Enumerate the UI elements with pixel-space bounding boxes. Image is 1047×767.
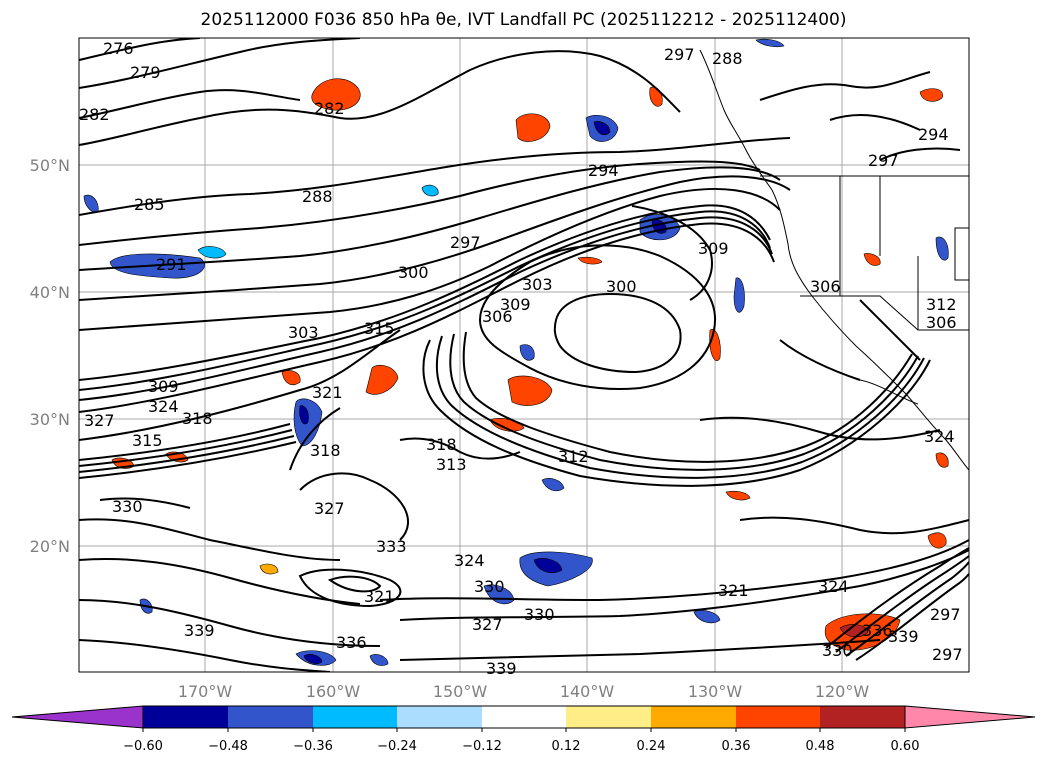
- lat-tick-label: 20°N: [30, 537, 70, 556]
- contour-label: 336: [336, 633, 367, 652]
- lon-tick-label: 140°W: [560, 682, 615, 701]
- theta-e-contours: [79, 38, 969, 672]
- colorbar-frame: [142, 705, 906, 729]
- contour-label: 321: [718, 581, 749, 600]
- contour-label: 318: [182, 409, 213, 428]
- contour-label: 297: [932, 645, 963, 664]
- colorbar-tick-label: −0.24: [377, 739, 417, 754]
- contour-label: 312: [558, 447, 589, 466]
- contour-label: 288: [712, 49, 743, 68]
- contour-label: 306: [926, 313, 957, 332]
- contour-label: 300: [398, 263, 429, 282]
- colorbar-tick-label: 0.24: [637, 739, 666, 754]
- gridlines: [79, 38, 969, 672]
- contour-label: 327: [84, 411, 115, 430]
- contour-label: 297: [664, 45, 695, 64]
- contour-label: 303: [288, 323, 319, 342]
- colorbar-swatch: [736, 706, 820, 728]
- colorbar-tick-label: 0.36: [722, 739, 751, 754]
- colorbar-extend-min: [11, 705, 144, 729]
- colorbar: −0.60 −0.48 −0.36 −0.24 −0.12 0.12 0.24 …: [11, 705, 1036, 754]
- contour-label: 294: [918, 125, 949, 144]
- contour-label: 276: [103, 39, 134, 58]
- contour-label: 309: [698, 239, 729, 258]
- colorbar-swatch: [228, 706, 313, 728]
- contour-label: 339: [486, 659, 517, 678]
- colorbar-tick-label: 0.48: [806, 739, 835, 754]
- contour-label: 321: [364, 587, 395, 606]
- colorbar-extend-max: [904, 705, 1036, 729]
- contour-label: 313: [436, 455, 467, 474]
- colorbar-tick-label: −0.48: [208, 739, 248, 754]
- contour-label: 312: [926, 295, 957, 314]
- contour-label: 318: [426, 435, 457, 454]
- contour-label: 324: [818, 577, 849, 596]
- contour-label: 291: [156, 255, 187, 274]
- contour-label-group: 276 279 282 282 285 288 288 291 294 297 …: [79, 39, 963, 678]
- contour-label: 282: [79, 105, 110, 124]
- contour-label: 330: [112, 497, 143, 516]
- contour-label: 333: [376, 537, 407, 556]
- colorbar-tick-label: 0.12: [552, 739, 581, 754]
- colorbar-swatch: [482, 706, 566, 728]
- lon-tick-label: 120°W: [815, 682, 870, 701]
- contour-label: 324: [148, 397, 179, 416]
- lon-tick-label: 150°W: [433, 682, 488, 701]
- contour-label: 336: [862, 621, 893, 640]
- colorbar-swatch: [820, 706, 905, 728]
- contour-label: 330: [474, 577, 505, 596]
- contour-label: 306: [810, 277, 841, 296]
- contour-label: 315: [132, 431, 163, 450]
- lat-tick-label: 30°N: [30, 410, 70, 429]
- colorbar-tick-label: −0.60: [123, 739, 163, 754]
- contour-label: 339: [184, 621, 215, 640]
- map-frame: [78, 37, 970, 673]
- contour-label: 297: [868, 151, 899, 170]
- map-panel: [78, 37, 970, 673]
- contour-label: 306: [482, 307, 513, 326]
- contour-label: 294: [588, 161, 619, 180]
- contour-label: 315: [364, 319, 395, 338]
- map-title: 2025112000 F036 850 hPa θe, IVT Landfall…: [200, 10, 847, 30]
- contour-label: 279: [130, 63, 161, 82]
- colorbar-tick-label: −0.12: [462, 739, 502, 754]
- colorbar-swatch: [566, 706, 651, 728]
- colorbar-tick-label: −0.36: [293, 739, 333, 754]
- contour-label: 282: [314, 99, 345, 118]
- contour-label: 330: [822, 641, 853, 660]
- colorbar-swatch: [313, 706, 397, 728]
- colorbar-tick-label: 0.60: [891, 739, 920, 754]
- contour-label: 324: [454, 551, 485, 570]
- longitude-tick-labels: 170°W 160°W 150°W 140°W 130°W 120°W: [178, 682, 870, 701]
- contour-label: 324: [924, 427, 955, 446]
- contour-label: 303: [522, 275, 553, 294]
- contour-label: 327: [314, 499, 345, 518]
- contour-label: 297: [450, 233, 481, 252]
- contour-label: 330: [524, 605, 555, 624]
- contour-label: 318: [310, 441, 341, 460]
- colorbar-swatch: [651, 706, 736, 728]
- contour-label: 309: [500, 295, 531, 314]
- coastline: [699, 49, 969, 471]
- lon-tick-label: 170°W: [178, 682, 233, 701]
- lon-tick-label: 130°W: [688, 682, 743, 701]
- contour-label: 288: [302, 187, 333, 206]
- contour-label: 321: [312, 383, 343, 402]
- lat-tick-label: 50°N: [30, 156, 70, 175]
- contour-label: 309: [148, 377, 179, 396]
- contour-label: 339: [888, 627, 919, 646]
- colorbar-swatch: [397, 706, 482, 728]
- colorbar-swatch: [143, 706, 228, 728]
- lat-tick-label: 40°N: [30, 283, 70, 302]
- contour-label: 327: [472, 615, 503, 634]
- contour-label: 300: [606, 277, 637, 296]
- contour-label: 285: [134, 195, 165, 214]
- contour-label: 297: [930, 605, 961, 624]
- lon-tick-label: 160°W: [306, 682, 361, 701]
- latitude-tick-labels: 50°N 40°N 30°N 20°N: [30, 156, 70, 556]
